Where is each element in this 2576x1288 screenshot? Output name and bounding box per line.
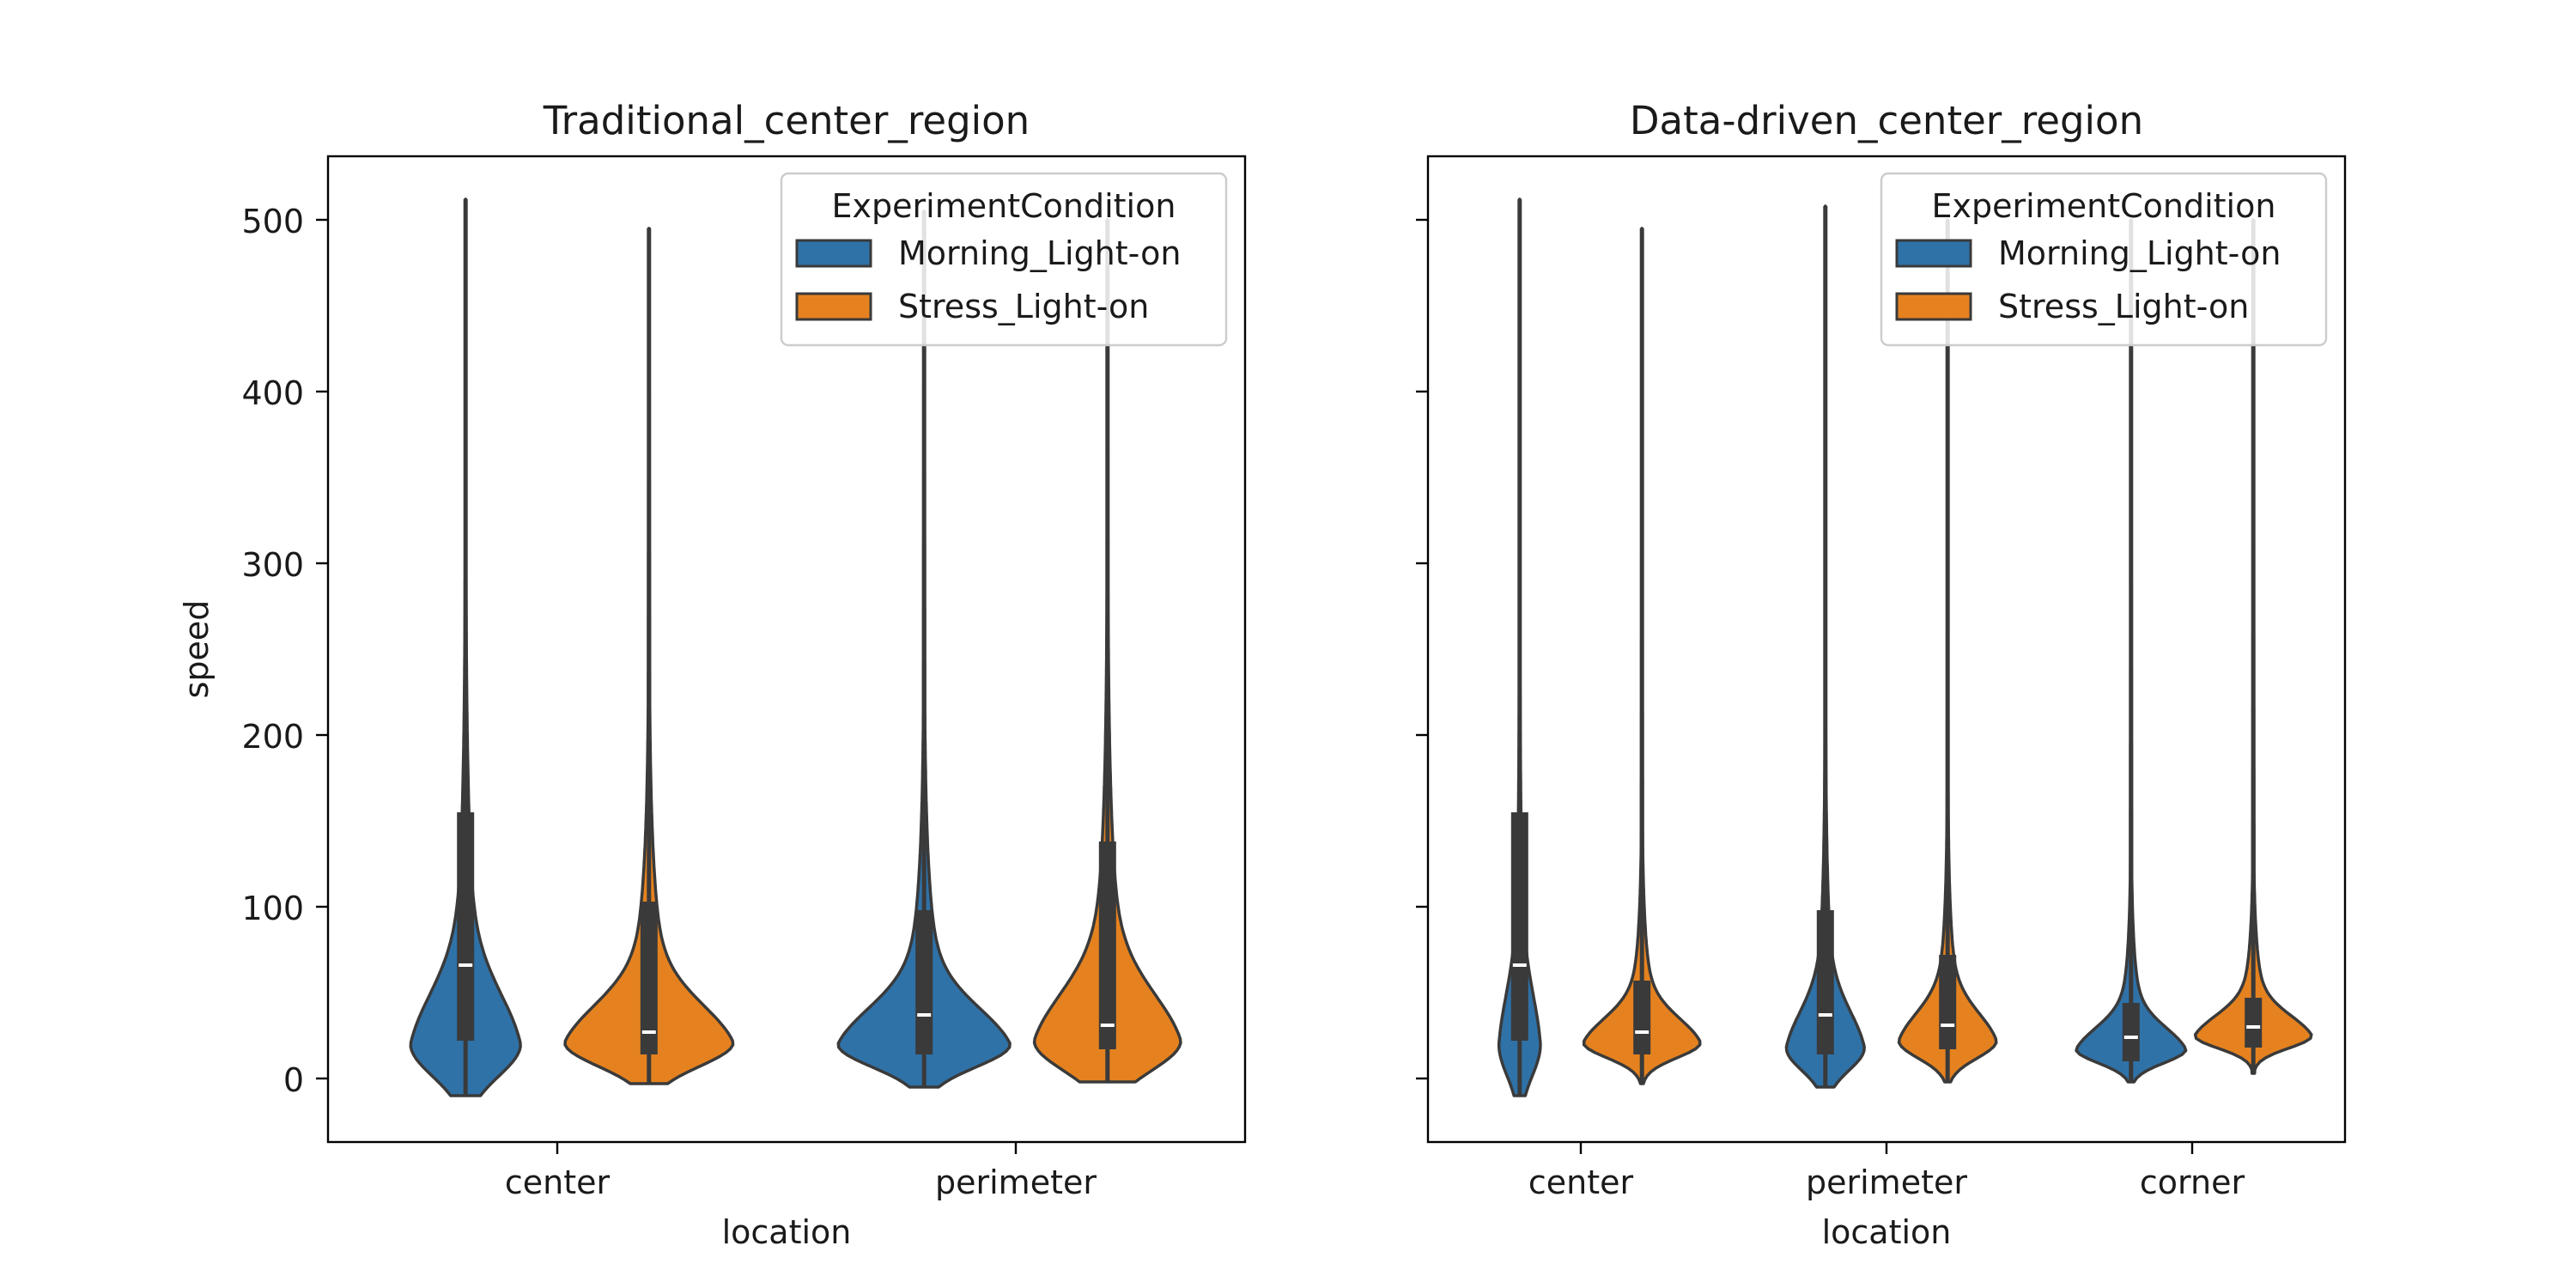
y-tick-label: 200 [241, 718, 304, 756]
x-tick-label: center [1528, 1163, 1634, 1201]
x-axis-label: location [722, 1213, 852, 1251]
legend-box [780, 172, 1228, 347]
legend: ExperimentCondition Morning_Light-on Stres… [1880, 172, 2328, 347]
violin-iqr-box [457, 812, 475, 1041]
violin-perimeter-Stress_Light-on [1032, 218, 1182, 1084]
axes-title: Data-driven_center_region [1630, 98, 2143, 143]
legend-swatch [795, 239, 872, 268]
y-tick-label: 500 [241, 203, 304, 240]
legend-title: ExperimentCondition [832, 187, 1176, 225]
legend-swatch [795, 292, 872, 321]
legend-entry-label: Stress_Light-on [898, 288, 1149, 325]
y-tick-label: 0 [283, 1061, 304, 1099]
violin-iqr-box [1939, 955, 1957, 1049]
violin-iqr-box [2122, 1003, 2140, 1061]
legend-swatch [1895, 292, 1972, 321]
legend-entry-label: Morning_Light-on [1998, 234, 2281, 272]
violin-center-Morning_Light-on [409, 197, 522, 1097]
axes-title: Traditional_center_region [543, 98, 1030, 143]
x-axis-label: location [1822, 1213, 1952, 1251]
legend-entry-label: Stress_Light-on [1998, 288, 2249, 325]
legend-box [1880, 172, 2328, 347]
violin-center-Morning_Light-on [1497, 197, 1542, 1097]
violin-iqr-box [1510, 812, 1528, 1041]
legend-entry-label: Morning_Light-on [898, 234, 1181, 272]
y-tick-label: 300 [241, 546, 304, 584]
violin-iqr-box [1633, 981, 1651, 1054]
legend: ExperimentCondition Morning_Light-on Stres… [780, 172, 1228, 347]
violin-center-Stress_Light-on [1582, 227, 1702, 1085]
violin-perimeter-Stress_Light-on [1897, 218, 1998, 1084]
violin-iqr-box [640, 902, 658, 1054]
violin-iqr-box [1098, 841, 1116, 1049]
axes-1: Traditional_center_region 0 100 200 300 400 50… [178, 98, 1247, 1251]
violin-iqr-box [915, 910, 933, 1054]
legend-swatch [1895, 239, 1972, 268]
legend-title: ExperimentCondition [1932, 187, 2276, 225]
axes-frame [326, 155, 1247, 1144]
violin-iqr-box [2245, 998, 2263, 1048]
violin-iqr-box [1816, 910, 1834, 1054]
violin-corner-Stress_Light-on [2193, 218, 2313, 1075]
violin-center-Stress_Light-on [563, 227, 735, 1085]
violin-perimeter-Morning_Light-on [1784, 204, 1866, 1089]
violin-corner-Morning_Light-on [2075, 218, 2188, 1084]
y-tick-label: 100 [241, 890, 304, 927]
y-axis-label: speed [178, 600, 216, 699]
x-tick-label: corner [2140, 1163, 2245, 1201]
x-tick-label: perimeter [935, 1163, 1097, 1201]
y-tick-label: 400 [241, 374, 304, 412]
x-tick-label: center [505, 1163, 611, 1201]
x-tick-label: perimeter [1806, 1163, 1967, 1201]
